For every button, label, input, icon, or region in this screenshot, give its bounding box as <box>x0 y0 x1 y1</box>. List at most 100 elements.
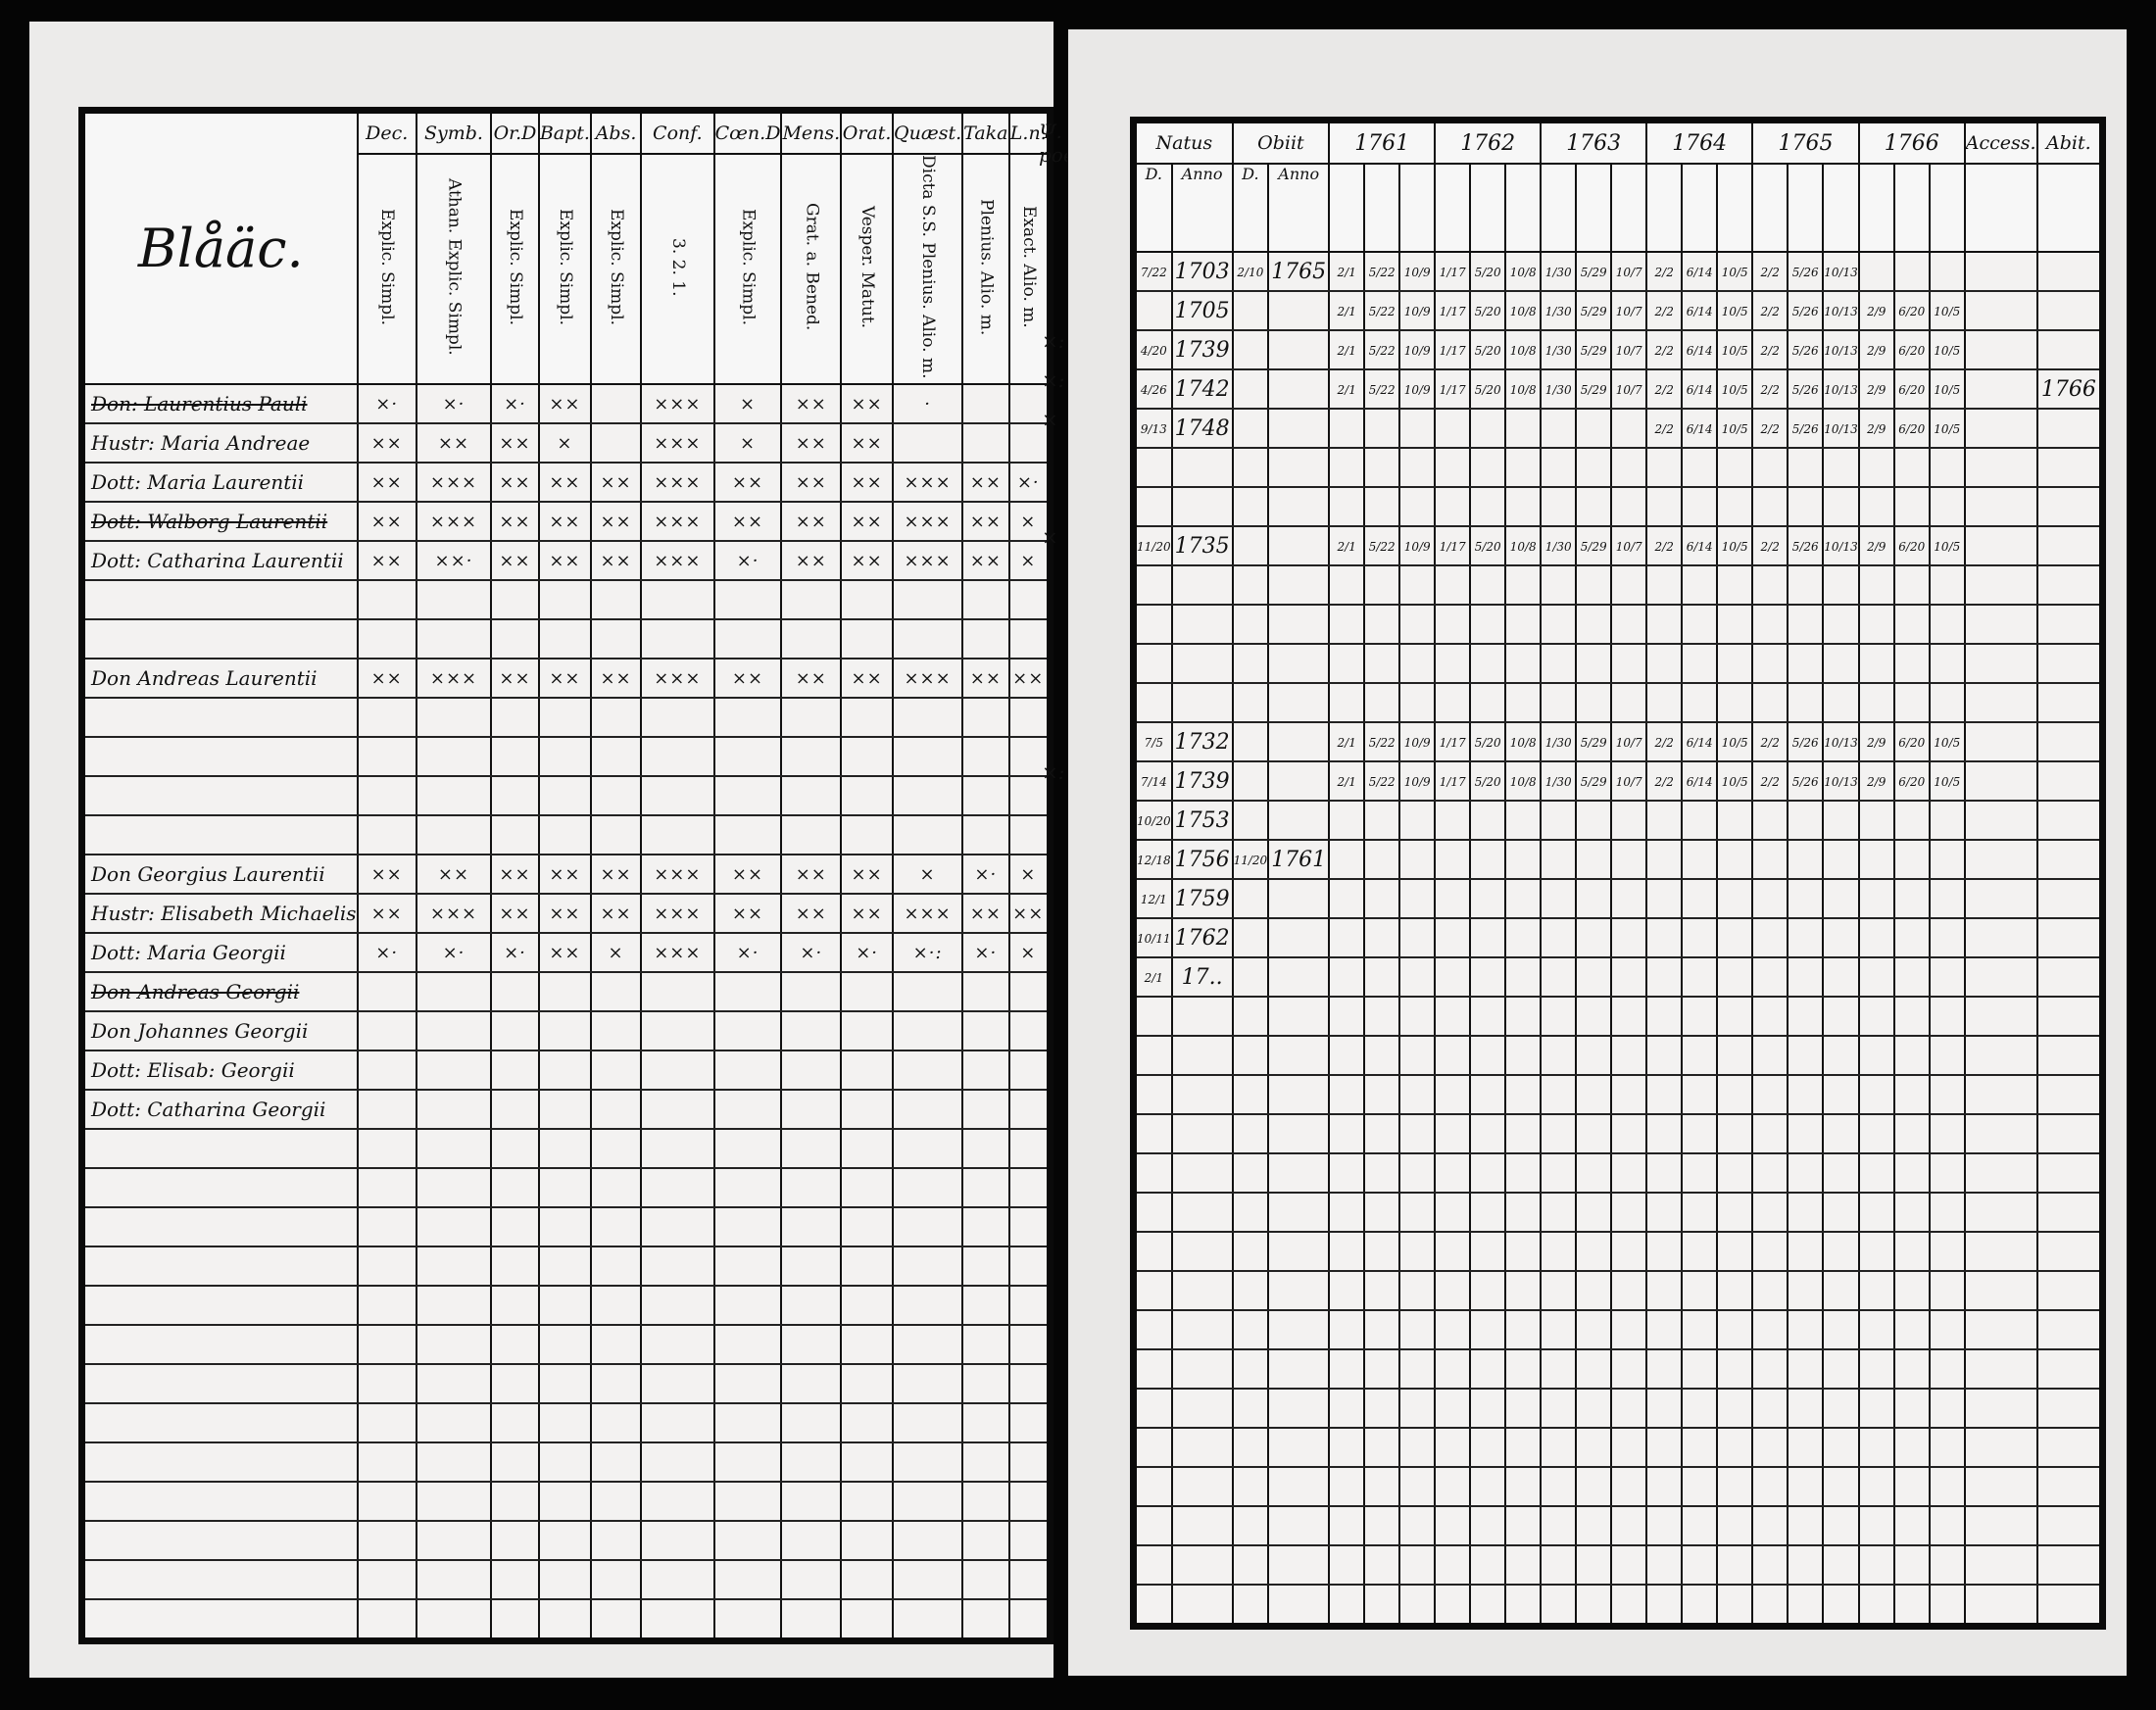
exam-date-cell <box>1328 1428 1366 1468</box>
exam-date-cell <box>1681 1232 1719 1272</box>
exam-date-cell <box>1328 1389 1366 1429</box>
knowledge-mark: ×× <box>795 471 827 493</box>
table-row <box>80 1207 1052 1248</box>
mark-cell <box>961 972 1010 1013</box>
exam-date-cell: 6/20 <box>1892 291 1931 331</box>
mark-cell <box>892 1403 964 1444</box>
accessit-cell <box>1963 997 2038 1037</box>
mark-cell <box>415 1599 493 1642</box>
mark-cell: ××× <box>640 933 715 974</box>
mark-cell <box>537 619 592 660</box>
mark-cell: ×× <box>589 894 643 935</box>
column-subheader-text: Explic. Simpl. <box>555 208 575 325</box>
mark-cell: ××× <box>640 384 715 425</box>
mark-cell <box>1007 619 1052 660</box>
table-row <box>80 1482 1052 1523</box>
exam-date-cell: 6/14 <box>1681 526 1719 566</box>
mark-cell <box>415 972 493 1013</box>
mark-cell <box>537 776 592 817</box>
mark-cell <box>415 1168 493 1209</box>
exam-date-cell: 10/5 <box>1716 291 1754 331</box>
exam-date: 10/13 <box>1824 344 1858 358</box>
exam-date-cell <box>1398 683 1437 723</box>
exam-date-cell <box>1681 1349 1719 1390</box>
exam-date-cell <box>1363 644 1401 684</box>
exam-date: 10/8 <box>1509 775 1537 789</box>
exam-date-cell <box>1892 448 1931 488</box>
mark-cell <box>537 1090 592 1131</box>
exam-date-cell <box>1928 1153 1966 1194</box>
exam-date: 2/2 <box>1654 736 1674 750</box>
exam-date: 2/2 <box>1654 383 1674 397</box>
mark-cell <box>415 698 493 739</box>
exam-date-cell <box>1610 879 1648 919</box>
mark-cell <box>490 1246 540 1288</box>
exam-date-cell <box>1469 1585 1507 1628</box>
exam-date: 5/20 <box>1474 540 1501 554</box>
exam-date-cell <box>1857 1310 1895 1350</box>
natus-anno-cell <box>1170 448 1234 488</box>
knowledge-mark: ××× <box>429 471 478 493</box>
mark-cell <box>780 1521 843 1562</box>
exam-date-cell <box>1610 448 1648 488</box>
exam-date-cell <box>1610 801 1648 841</box>
mark-cell <box>490 580 540 621</box>
mark-cell <box>415 1403 493 1444</box>
left-page: Blåäc. Dec. Symb. Or.D Bapt. Abs. Conf. Cœn.D M… <box>29 22 1094 1678</box>
mark-cell <box>1007 423 1052 464</box>
exam-date: 5/22 <box>1368 736 1396 750</box>
exam-date-cell: 10/5 <box>1928 761 1966 802</box>
exam-date-cell <box>1363 957 1401 998</box>
mark-cell <box>1007 1286 1052 1327</box>
exam-date: 2/2 <box>1654 775 1674 789</box>
exam-date-cell <box>1751 1075 1789 1115</box>
natus-d-cell <box>1132 1585 1173 1628</box>
exam-date-cell <box>1787 1232 1825 1272</box>
natus-d: 10/20 <box>1137 814 1171 828</box>
exam-date-cell <box>1751 1310 1789 1350</box>
exam-date-cell: 10/7 <box>1610 722 1648 762</box>
exam-date-cell: 5/29 <box>1575 722 1613 762</box>
mark-cell <box>961 776 1010 817</box>
exam-date-cell: 10/8 <box>1504 330 1543 370</box>
exam-date-cell: 10/8 <box>1504 526 1543 566</box>
abit-cell <box>2035 1193 2104 1233</box>
obiit-anno-cell <box>1267 1271 1331 1311</box>
mark-cell <box>712 1129 783 1170</box>
person-name-cell <box>80 1442 359 1484</box>
knowledge-mark: ××× <box>904 471 952 493</box>
exam-date-cell <box>1892 997 1931 1037</box>
exam-date-cell: 5/29 <box>1575 330 1613 370</box>
accessit-cell <box>1963 605 2038 645</box>
mark-cell <box>892 1050 964 1092</box>
natus-d: 12/18 <box>1137 854 1171 867</box>
exam-date: 10/9 <box>1403 540 1431 554</box>
obiit-d-cell <box>1231 1271 1270 1311</box>
knowledge-mark: ×·: <box>912 942 943 963</box>
exam-date-cell <box>1398 565 1437 606</box>
knowledge-mark: ×× <box>370 550 403 571</box>
exam-date: 5/26 <box>1791 540 1819 554</box>
mark-cell <box>961 1246 1010 1288</box>
exam-date-cell <box>1928 918 1966 958</box>
exam-date-cell <box>1751 1467 1789 1507</box>
year-header: 1764 <box>1645 119 1754 165</box>
mark-cell <box>490 1050 540 1092</box>
table-row: 1705 2/1 5/22 10/9 1/17 5/20 10/8 1/30 5/29 10/7 2… <box>1132 291 2104 331</box>
knowledge-mark: ××× <box>654 942 702 963</box>
abit-cell <box>2035 1153 2104 1194</box>
accessit-cell <box>1963 1036 2038 1076</box>
accessit-cell <box>1963 840 2038 880</box>
exam-date-cell <box>1328 1585 1366 1628</box>
exam-date-cell <box>1787 997 1825 1037</box>
table-row: Don Andreas Georgii <box>80 972 1052 1013</box>
mark-cell <box>780 1599 843 1642</box>
exam-date-cell <box>1610 1585 1648 1628</box>
exam-date-cell <box>1928 1467 1966 1507</box>
person-name: Dott: Maria Georgii <box>91 941 286 965</box>
mark-cell <box>892 776 964 817</box>
table-row <box>80 1364 1052 1405</box>
column-header: Taka <box>961 109 1010 155</box>
natus-d-cell: 12/1 <box>1132 879 1173 919</box>
exam-date-cell: 1/30 <box>1540 330 1578 370</box>
